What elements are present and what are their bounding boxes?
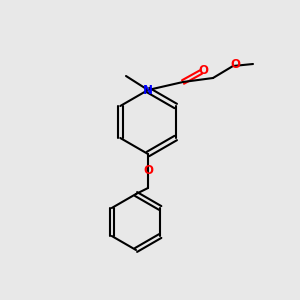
Text: O: O: [198, 64, 208, 76]
Text: O: O: [230, 58, 240, 70]
Text: O: O: [143, 164, 153, 176]
Text: N: N: [143, 83, 153, 97]
